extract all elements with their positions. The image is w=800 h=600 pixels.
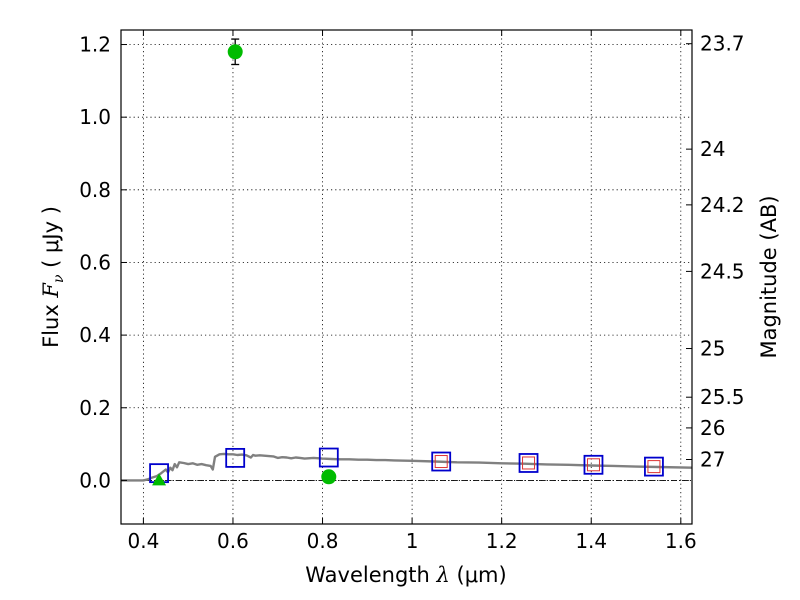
grid-lines (121, 30, 692, 524)
y2-tick-label: 23.7 (700, 32, 745, 56)
y2-tick-label: 27 (700, 448, 725, 472)
upper-limit-marker (152, 473, 167, 486)
observed-point (227, 44, 243, 60)
model-photometry-inner (522, 456, 536, 470)
x-axis-label: Wavelength λ (μm) (305, 563, 506, 587)
x-tick-label: 0.6 (217, 529, 249, 553)
y-tick-label: 0.4 (79, 323, 111, 347)
x-tick-label: 1.2 (486, 529, 518, 553)
x-tick-label: 0.4 (127, 529, 159, 553)
y-tick-label: 0.8 (79, 178, 111, 202)
x-tick-label: 0.8 (307, 529, 339, 553)
axes: 0.4 0.6 0.8 1 1.2 1.4 1.6 0.0 0.2 0.4 0.6 0.8 1.0 1.2… (79, 30, 745, 553)
plot-frame (120, 29, 693, 525)
x-tick-label: 1.4 (575, 529, 607, 553)
y2-tick-label: 25 (700, 337, 725, 361)
y-tick-label: 1.2 (79, 33, 111, 57)
y2-tick-label: 26 (700, 416, 725, 440)
y2-axis-label: Magnitude (AB) (757, 195, 781, 358)
y2-tick-label: 25.5 (700, 385, 745, 409)
y-tick-label: 0.6 (79, 250, 111, 274)
model-photometry-point (518, 453, 539, 473)
model-photometry-inner (647, 460, 661, 474)
model-photometry-point (583, 454, 604, 475)
model-photometry-point (225, 447, 246, 468)
model-photometry-point (431, 451, 452, 472)
model-photometry-inner (586, 458, 600, 472)
y-tick-label: 0.0 (79, 468, 111, 492)
x-tick-label: 1.6 (665, 529, 697, 553)
y-tick-label: 0.2 (79, 396, 111, 420)
model-photometry-inner (434, 455, 448, 469)
y2-tick-label: 24 (700, 137, 725, 161)
y-axis-label: Flux Fν ( μJy ) (39, 206, 67, 348)
model-photometry-point (318, 447, 339, 468)
model-spectrum-line (121, 452, 693, 482)
observed-point (321, 469, 337, 485)
y2-tick-label: 24.5 (700, 259, 745, 283)
x-tick-label: 1 (406, 529, 419, 553)
y2-tick-label: 24.2 (700, 193, 745, 217)
y-tick-label: 1.0 (79, 105, 111, 129)
model-photometry-point (644, 456, 664, 477)
plot-area (121, 38, 693, 486)
